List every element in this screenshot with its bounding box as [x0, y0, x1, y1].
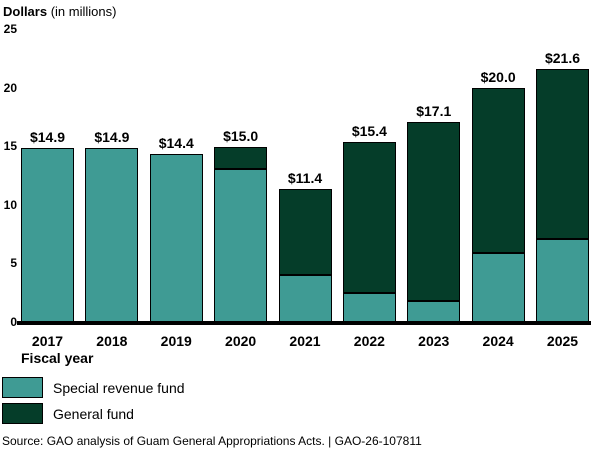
bar-group-2022: $15.4 — [342, 0, 396, 322]
bar-segment-special-revenue-fund — [278, 275, 332, 322]
bar-segment-general-fund — [407, 121, 461, 301]
legend-label-general-fund: General fund — [53, 405, 134, 422]
y-tick-label: 20 — [3, 80, 17, 95]
x-axis: 2017 2018 2019 2020 2021 2022 2023 2024 2025 — [21, 333, 589, 349]
bar-total-label: $15.4 — [351, 122, 387, 139]
x-tick-label: 2019 — [160, 333, 192, 349]
bar-segment-special-revenue-fund — [536, 238, 589, 322]
y-tick-label: 10 — [3, 197, 17, 212]
y-tick-label: 15 — [3, 139, 17, 153]
bar-group-2021: $11.4 — [278, 0, 332, 322]
bar-segment-general-fund — [342, 141, 396, 293]
x-tick-label: 2018 — [96, 333, 128, 349]
chart-title: Dollars (in millions) — [3, 4, 116, 19]
x-tick-label: 2021 — [289, 333, 321, 349]
bar-total-label: $14.9 — [94, 128, 130, 145]
x-tick-label: 2022 — [353, 333, 385, 349]
y-tick-label: 5 — [10, 256, 17, 270]
chart-title-bold: Dollars — [3, 4, 48, 19]
x-axis-title: Fiscal year — [21, 350, 94, 366]
legend-label-special-revenue-fund: Special revenue fund — [53, 379, 185, 396]
source-line: Source: GAO analysis of Guam General App… — [2, 434, 422, 448]
bar-total-label: $11.4 — [287, 169, 323, 186]
bar-segment-special-revenue-fund — [342, 292, 396, 322]
bar-segment-special-revenue-fund — [407, 300, 461, 322]
bars-layer: $14.9 $14.9 $14.4 $15.0 $11.4 $15.4 $17.1 $20.0… — [21, 0, 589, 322]
legend-row-special-revenue-fund: Special revenue fund — [2, 377, 185, 398]
bar-segment-general-fund — [471, 88, 525, 253]
chart-title-rest: (in millions) — [47, 4, 117, 19]
x-axis-line — [17, 321, 591, 325]
bar-group-2017: $14.9 — [21, 0, 74, 322]
general-fund-swatch-icon — [2, 403, 43, 424]
legend: Special revenue fund General fund — [2, 377, 185, 429]
x-tick-label: 2017 — [31, 333, 64, 349]
y-tick-label: 0 — [10, 314, 17, 329]
bar-total-label: $15.0 — [223, 127, 259, 144]
bar-segment-special-revenue-fund — [149, 153, 203, 322]
bar-segment-general-fund — [214, 146, 268, 169]
bar-segment-general-fund — [536, 69, 589, 239]
bar-segment-special-revenue-fund — [214, 168, 268, 322]
bar-segment-general-fund — [278, 188, 332, 276]
bar-total-label: $21.6 — [544, 50, 581, 67]
y-axis: 0 5 10 15 20 25 — [0, 0, 18, 330]
x-tick-label: 2024 — [482, 333, 514, 349]
bar-total-label: $14.4 — [158, 134, 194, 151]
bar-group-2019: $14.4 — [149, 0, 203, 322]
bar-group-2018: $14.9 — [85, 0, 139, 322]
bar-group-2023: $17.1 — [407, 0, 461, 322]
x-tick-label: 2023 — [418, 333, 450, 349]
bar-total-label: $14.9 — [29, 128, 66, 145]
x-tick-label: 2020 — [225, 333, 257, 349]
bar-group-2020: $15.0 — [214, 0, 268, 322]
y-tick-label: 25 — [3, 22, 17, 36]
bar-group-2025: $21.6 — [536, 0, 589, 322]
legend-row-general-fund: General fund — [2, 403, 185, 424]
bar-segment-special-revenue-fund — [471, 252, 525, 322]
bar-total-label: $20.0 — [480, 69, 516, 85]
bar-total-label: $17.1 — [416, 102, 452, 119]
special-revenue-fund-swatch-icon — [2, 377, 43, 398]
x-tick-label: 2025 — [546, 333, 579, 349]
bar-group-2024: $20.0 — [471, 0, 525, 322]
bar-segment-special-revenue-fund — [85, 147, 139, 322]
bar-segment-special-revenue-fund — [21, 147, 74, 322]
